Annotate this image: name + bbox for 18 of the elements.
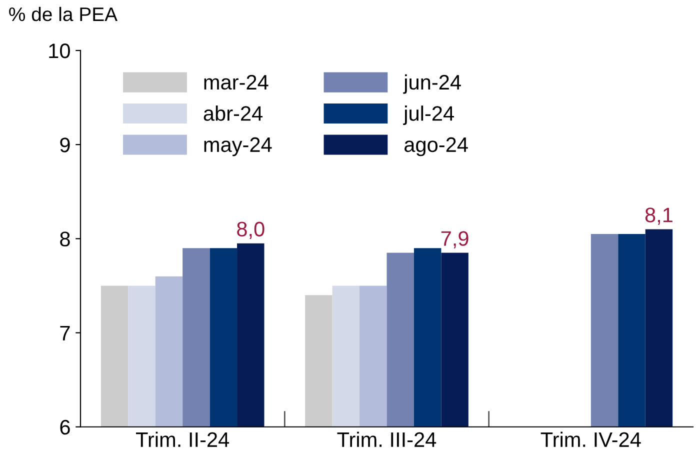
y-axis-title: % de la PEA xyxy=(9,6,118,22)
legend-label: ago-24 xyxy=(404,137,468,156)
y-tick-label: 10 xyxy=(49,43,70,58)
data-label: 7,9 xyxy=(441,231,468,248)
x-tick-label: Trim. III-24 xyxy=(337,432,436,447)
x-tick-label: Trim. IV-24 xyxy=(540,432,641,447)
y-tick-label: 8 xyxy=(60,232,70,246)
legend-label: may-24 xyxy=(204,137,272,156)
legend-label: jul-24 xyxy=(403,106,454,125)
x-tick-label: Trim. II-24 xyxy=(136,432,230,447)
legend-label: abr-24 xyxy=(204,106,263,121)
data-label: 8,0 xyxy=(237,222,264,239)
y-tick-label: 6 xyxy=(60,420,70,435)
legend-label: mar-24 xyxy=(204,74,268,90)
data-label: 8,1 xyxy=(645,208,672,225)
y-tick-label: 9 xyxy=(60,138,70,152)
legend-label: jun-24 xyxy=(403,74,461,94)
y-tick-label: 7 xyxy=(60,326,70,340)
